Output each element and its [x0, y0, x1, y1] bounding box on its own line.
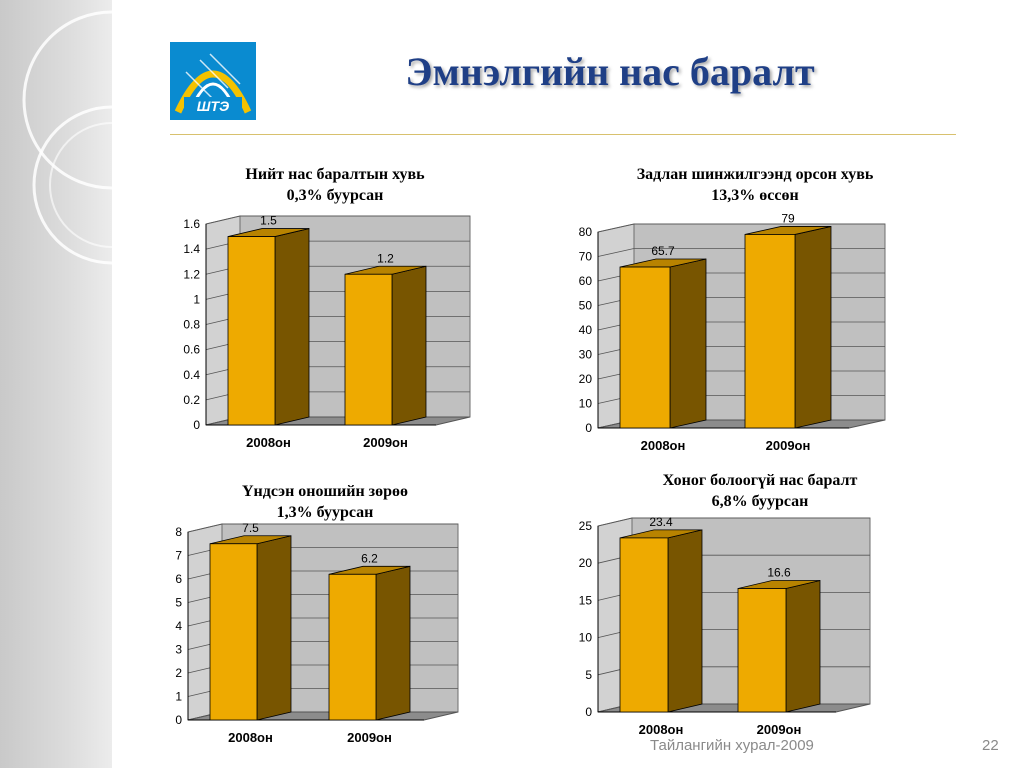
- decorative-circles: [22, 10, 112, 265]
- y-tick-label: 25: [579, 519, 593, 533]
- chart-4-title-line2: 6,8% буурсан: [711, 493, 809, 510]
- y-tick-label: 0.6: [183, 343, 200, 357]
- y-tick-label: 2: [175, 666, 182, 680]
- y-tick-label: 10: [579, 631, 593, 645]
- bar-side: [667, 529, 703, 713]
- y-tick-label: 0: [193, 418, 200, 432]
- bar: [619, 266, 671, 429]
- footer-text: Тайлангийн хурал-2009: [650, 737, 814, 754]
- chart-2-plot: 0 10 20 30 40 50 60 70 80 65.7 2008он 79 2009он: [579, 212, 886, 453]
- y-tick-label: 40: [579, 323, 593, 337]
- y-tick-label: 60: [579, 274, 593, 288]
- x-category-label: 2009он: [757, 722, 802, 737]
- decorative-side-strip: [0, 0, 112, 768]
- chart-1-title-line1: Нийт нас баралтын хувь: [245, 166, 425, 183]
- bar-side: [794, 225, 832, 429]
- chart-2-title-line1: Задлан шинжилгээнд орсон хувь: [636, 166, 874, 183]
- chart-1-title-line2: 0,3% буурсан: [286, 187, 384, 204]
- y-tick-label: 1: [175, 690, 182, 704]
- x-category-label: 2009он: [766, 438, 811, 453]
- y-tick-label: 80: [579, 225, 593, 239]
- y-tick-label: 4: [175, 619, 182, 633]
- y-tick-label: 1.4: [183, 242, 200, 256]
- y-tick-label: 50: [579, 299, 593, 313]
- gridline: [597, 223, 885, 233]
- chart-4-plot: 0 5 10 15 20 25 23.4 2008он 16.6 2009он: [579, 515, 871, 737]
- bar-value-label: 1.2: [377, 251, 394, 265]
- gridline: [205, 215, 470, 225]
- bar-value-label: 1.5: [260, 214, 277, 228]
- y-tick-label: 0: [585, 421, 592, 435]
- chart-3-title-line1: Үндсэн оношийн зөрөө: [241, 483, 408, 500]
- bar-side: [391, 265, 427, 426]
- chart-2-title: Задлан шинжилгээнд орсон хувь 13,3% өссө…: [585, 164, 925, 206]
- y-tick-label: 15: [579, 593, 593, 607]
- bar-value-label: 79: [781, 212, 795, 225]
- x-category-label: 2008он: [246, 435, 291, 450]
- bar-value-label: 16.6: [767, 565, 791, 579]
- bar: [209, 543, 258, 721]
- y-tick-label: 1.6: [183, 217, 200, 231]
- chart-2-title-line2: 13,3% өссөн: [711, 187, 799, 204]
- chart-1-title: Нийт нас баралтын хувь 0,3% буурсан: [200, 164, 470, 206]
- bar-side: [785, 579, 821, 713]
- bar-side: [256, 535, 292, 721]
- y-tick-label: 0.2: [183, 393, 200, 407]
- x-category-label: 2009он: [347, 730, 392, 745]
- bar: [737, 588, 787, 713]
- bar-value-label: 6.2: [361, 551, 378, 565]
- bar-value-label: 23.4: [649, 515, 673, 529]
- y-tick-label: 5: [175, 596, 182, 610]
- bar-value-label: 7.5: [242, 521, 259, 535]
- y-tick-label: 10: [579, 397, 593, 411]
- y-tick-label: 1: [193, 292, 200, 306]
- y-tick-label: 8: [175, 525, 182, 539]
- x-category-label: 2008он: [641, 438, 686, 453]
- bar-value-label: 65.7: [651, 244, 675, 258]
- y-tick-label: 5: [585, 668, 592, 682]
- chart-1-plot: 0 0.2 0.4 0.6 0.8 1 1.2 1.4 1.6 1.5 2008он 1.2 2009о…: [183, 214, 471, 450]
- chart-4-title: Хоног болоогүй нас баралт 6,8% буурсан: [610, 470, 910, 512]
- chart-3-plot: 0 1 2 3 4 5 6 7 8 7.5 2008он 6.2 2009он: [175, 521, 459, 745]
- gridline: [597, 517, 870, 527]
- bar-side: [669, 258, 707, 429]
- x-category-label: 2008он: [639, 722, 684, 737]
- y-tick-label: 6: [175, 572, 182, 586]
- bar-side: [274, 228, 310, 426]
- company-logo: ШТЭ: [170, 42, 256, 120]
- y-tick-label: 0: [585, 705, 592, 719]
- chart-3-title: Үндсэн оношийн зөрөө 1,3% буурсан: [190, 481, 460, 523]
- bar: [344, 273, 393, 426]
- y-tick-label: 30: [579, 348, 593, 362]
- bar: [744, 234, 796, 429]
- y-tick-label: 20: [579, 372, 593, 386]
- bar: [619, 537, 669, 713]
- bar: [227, 236, 276, 426]
- bar: [328, 573, 377, 721]
- y-tick-label: 0.8: [183, 318, 200, 332]
- y-tick-label: 20: [579, 556, 593, 570]
- y-tick-label: 7: [175, 549, 182, 563]
- gridline: [187, 523, 458, 533]
- bar-side: [375, 565, 411, 721]
- x-category-label: 2009он: [363, 435, 408, 450]
- x-category-label: 2008он: [228, 730, 273, 745]
- y-tick-label: 0: [175, 713, 182, 727]
- page-number: 22: [982, 737, 999, 754]
- y-tick-label: 0.4: [183, 368, 200, 382]
- y-tick-label: 1.2: [183, 267, 200, 281]
- title-divider: [170, 134, 956, 135]
- chart-4-title-line1: Хоног болоогүй нас баралт: [662, 472, 858, 489]
- y-tick-label: 3: [175, 643, 182, 657]
- logo-text: ШТЭ: [197, 98, 230, 114]
- slide-title: Эмнэлгийн нас баралт: [405, 49, 815, 94]
- y-tick-label: 70: [579, 250, 593, 264]
- chart-3-title-line2: 1,3% буурсан: [276, 504, 374, 521]
